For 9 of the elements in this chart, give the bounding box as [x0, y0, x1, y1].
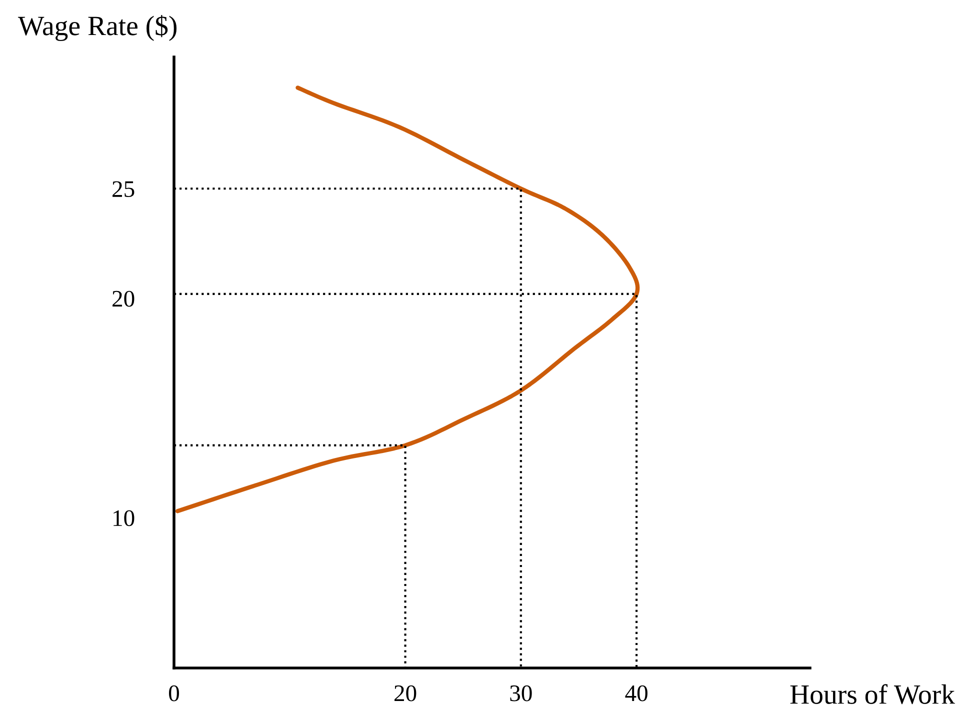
y-tick-label: 25: [112, 181, 134, 198]
x-tick-label: 20: [394, 685, 416, 702]
y-tick-label: 20: [112, 290, 134, 307]
x-tick-label: 30: [510, 685, 532, 702]
x-tick-label: 40: [625, 685, 648, 702]
x-axis-title: Hours of Work: [790, 684, 955, 704]
y-tick-label: 10: [114, 510, 134, 526]
x-tick-label: 0: [168, 685, 180, 702]
y-axis-title: Wage Rate ($): [18, 14, 177, 42]
